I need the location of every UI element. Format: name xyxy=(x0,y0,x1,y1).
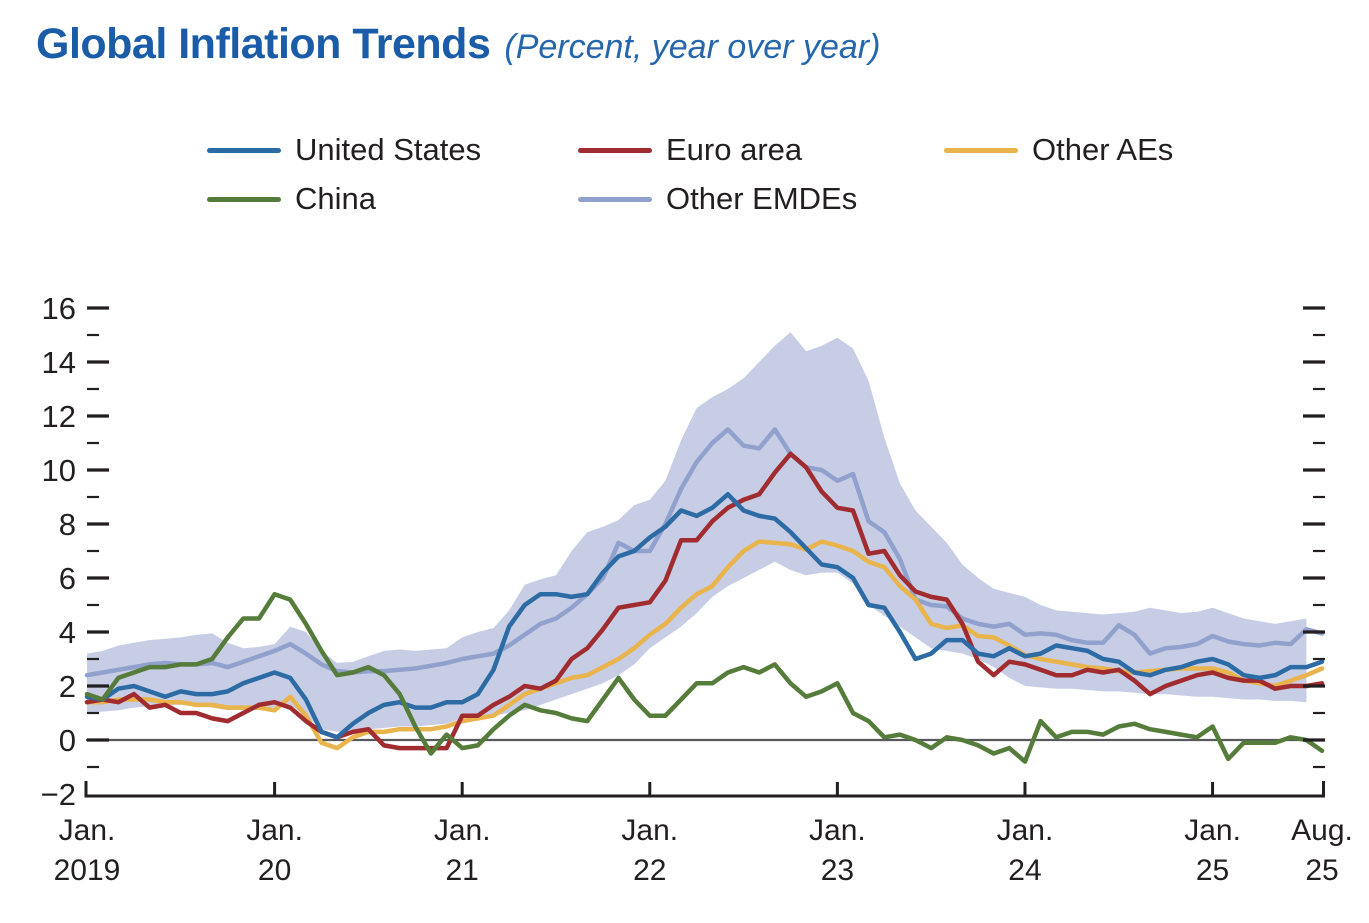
legend-label-other-emdes: Other EMDEs xyxy=(666,181,858,216)
y-label-16: 16 xyxy=(42,291,76,326)
y-label-8: 8 xyxy=(59,507,76,542)
y-label-14: 14 xyxy=(42,345,76,380)
legend-item-united-states: United States xyxy=(207,131,481,169)
x-label-aug-25-month: Aug. xyxy=(1291,814,1353,847)
x-label-jan-25-month: Jan. xyxy=(1184,814,1241,847)
y-label--2: −2 xyxy=(41,777,76,812)
x-label-jan-20-year: 20 xyxy=(258,854,291,887)
y-label-6: 6 xyxy=(59,561,76,596)
legend-label-united-states: United States xyxy=(295,132,482,167)
legend-swatch-united-states xyxy=(207,147,281,153)
chart-subtitle: (Percent, year over year) xyxy=(504,28,881,66)
x-label-jan-25-year: 25 xyxy=(1196,854,1229,887)
x-label-jan-2019-year: 2019 xyxy=(54,854,121,887)
legend-swatch-other-emdes xyxy=(578,196,652,202)
x-label-aug-25-year: 25 xyxy=(1305,854,1338,887)
emde-range-band xyxy=(87,332,1307,732)
legend-item-euro-area: Euro area xyxy=(578,131,802,169)
legend-label-euro-area: Euro area xyxy=(666,132,803,167)
x-label-jan-21-month: Jan. xyxy=(434,814,491,847)
x-label-jan-23-year: 23 xyxy=(821,854,854,887)
legend-item-other-emdes: Other EMDEs xyxy=(578,180,857,218)
legend-item-other-aes: Other AEs xyxy=(944,131,1173,169)
x-label-jan-2019-month: Jan. xyxy=(59,814,116,847)
legend-swatch-euro-area xyxy=(578,147,652,153)
legend-label-other-aes: Other AEs xyxy=(1032,132,1174,167)
x-label-jan-24-month: Jan. xyxy=(997,814,1054,847)
legend-item-china: China xyxy=(207,180,376,218)
series-line-euro-area xyxy=(84,451,1325,751)
y-label-4: 4 xyxy=(59,615,76,650)
chart-title: Global Inflation Trends xyxy=(36,20,491,68)
x-label-jan-20-month: Jan. xyxy=(246,814,303,847)
x-label-jan-22-month: Jan. xyxy=(621,814,678,847)
legend-swatch-china xyxy=(207,196,281,202)
series-line-united-states xyxy=(84,492,1325,740)
series-line-other-emdes xyxy=(84,427,1325,678)
x-label-jan-24-year: 24 xyxy=(1008,854,1041,887)
chart-legend: United States Euro area Other AEs China Othe… xyxy=(0,0,1369,240)
x-label-jan-21-year: 21 xyxy=(446,854,479,887)
legend-swatch-other-aes xyxy=(944,147,1018,153)
series-line-china xyxy=(84,591,1325,764)
y-label-10: 10 xyxy=(42,453,76,488)
y-label-0: 0 xyxy=(59,723,76,758)
x-label-jan-23-month: Jan. xyxy=(809,814,866,847)
y-label-2: 2 xyxy=(59,669,76,704)
x-label-jan-22-year: 22 xyxy=(633,854,666,887)
chart-title-row: Global Inflation Trends (Percent, year ov… xyxy=(36,20,880,69)
legend-label-china: China xyxy=(295,181,376,216)
y-label-12: 12 xyxy=(42,399,76,434)
